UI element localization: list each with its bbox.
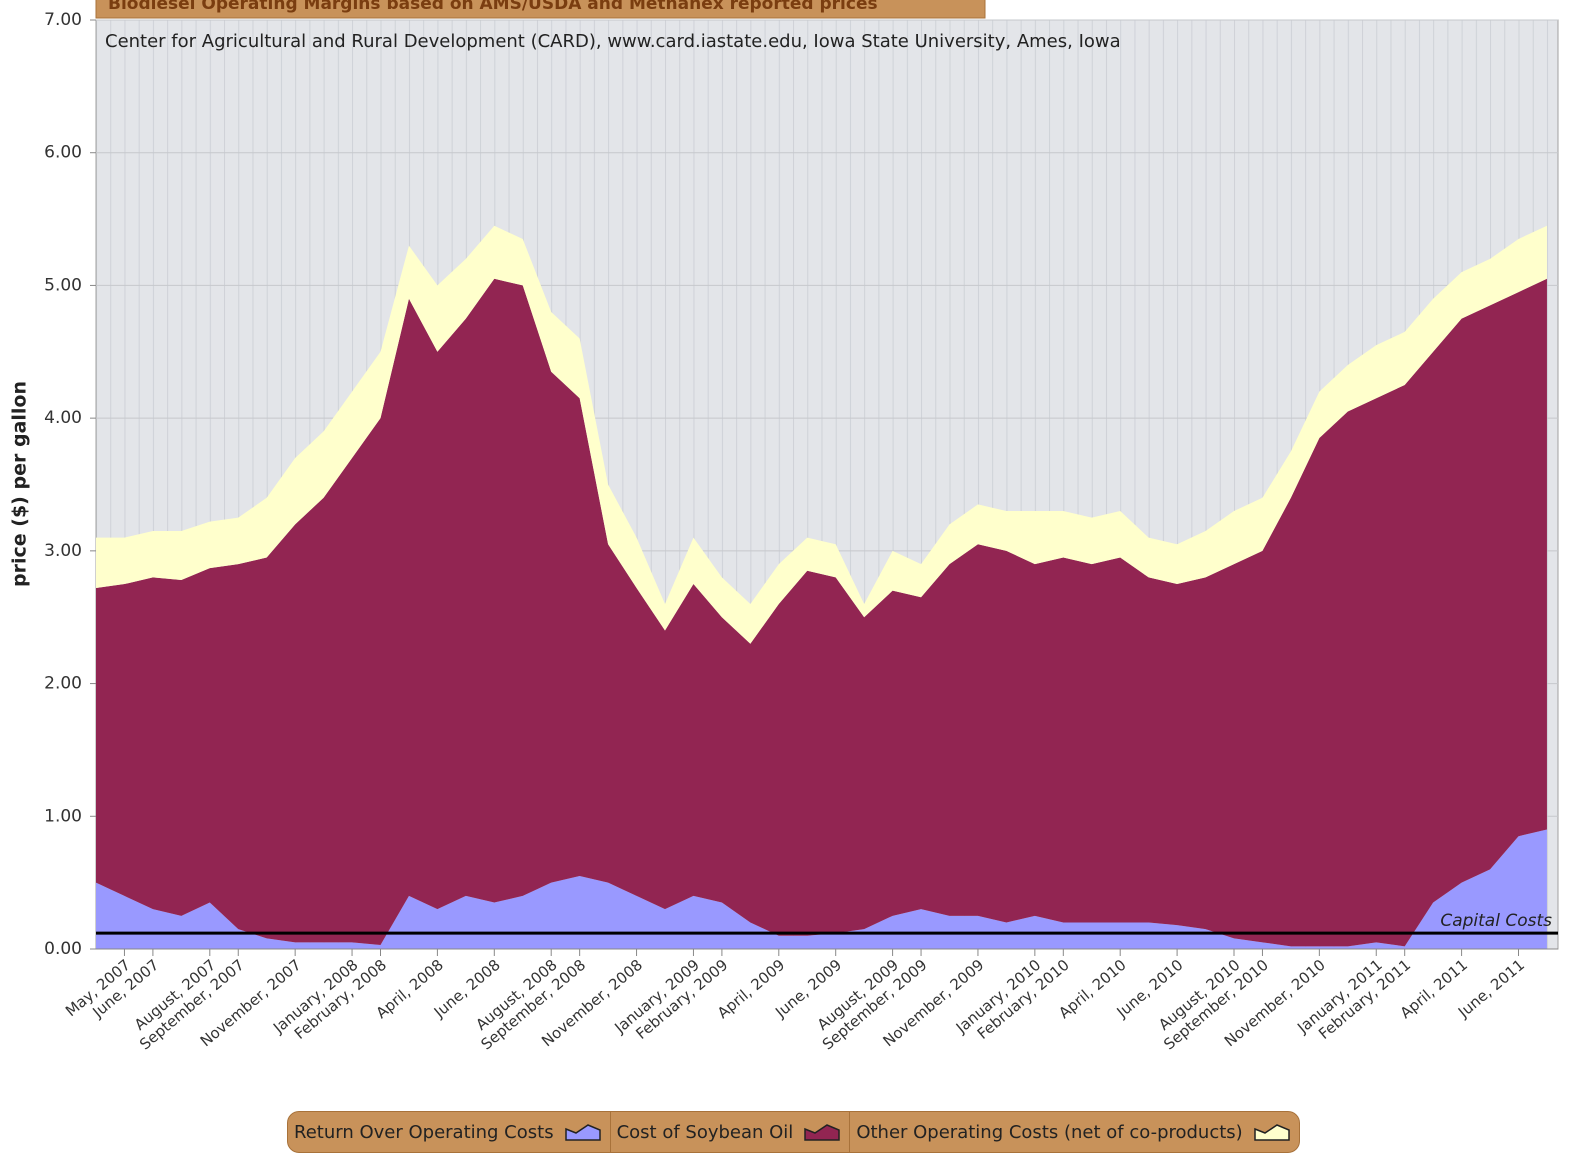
y-tick-label: 0.00	[44, 939, 82, 959]
legend-icon	[1253, 1124, 1290, 1141]
legend-swatch	[804, 1124, 841, 1141]
legend-item: Other Operating Costs (net of co-product…	[849, 1112, 1298, 1152]
y-tick-label: 2.00	[44, 674, 82, 694]
legend-icon	[804, 1124, 841, 1141]
area	[96, 278, 1547, 947]
area	[96, 829, 1547, 949]
legend-icon	[564, 1124, 601, 1141]
y-tick-label: 5.00	[44, 275, 82, 295]
y-tick-label: 3.00	[44, 541, 82, 561]
overlay: Capital Costs	[96, 911, 1558, 935]
legend-swatch	[564, 1124, 601, 1141]
y-tick-label: 1.00	[44, 806, 82, 826]
legend-item: Cost of Soybean Oil	[609, 1112, 850, 1152]
legend-label: Other Operating Costs (net of co-product…	[856, 1121, 1243, 1143]
y-tick-label: 7.00	[44, 10, 82, 30]
legend-swatch	[1253, 1124, 1290, 1141]
areas	[96, 225, 1547, 949]
y-tick-label: 6.00	[44, 143, 82, 163]
title-box	[95, 0, 986, 19]
legend-label: Cost of Soybean Oil	[616, 1121, 794, 1143]
reference-label: Capital Costs	[1440, 911, 1552, 931]
subtitle: Center for Agricultural and Rural Develo…	[105, 31, 1121, 52]
chart: Biodiesel Operating Margins based on AMS…	[9, 0, 1559, 1053]
legend-item: Return Over Operating Costs	[288, 1112, 610, 1152]
legend-label: Return Over Operating Costs	[294, 1121, 554, 1143]
area	[96, 225, 1547, 644]
y-axis-label: price ($) per gallon	[9, 381, 31, 587]
chart-title: Biodiesel Operating Margins based on AMS…	[108, 0, 878, 14]
legend: Return Over Operating Costs Cost of Soybe…	[287, 1111, 1300, 1153]
y-tick-label: 4.00	[44, 408, 82, 428]
